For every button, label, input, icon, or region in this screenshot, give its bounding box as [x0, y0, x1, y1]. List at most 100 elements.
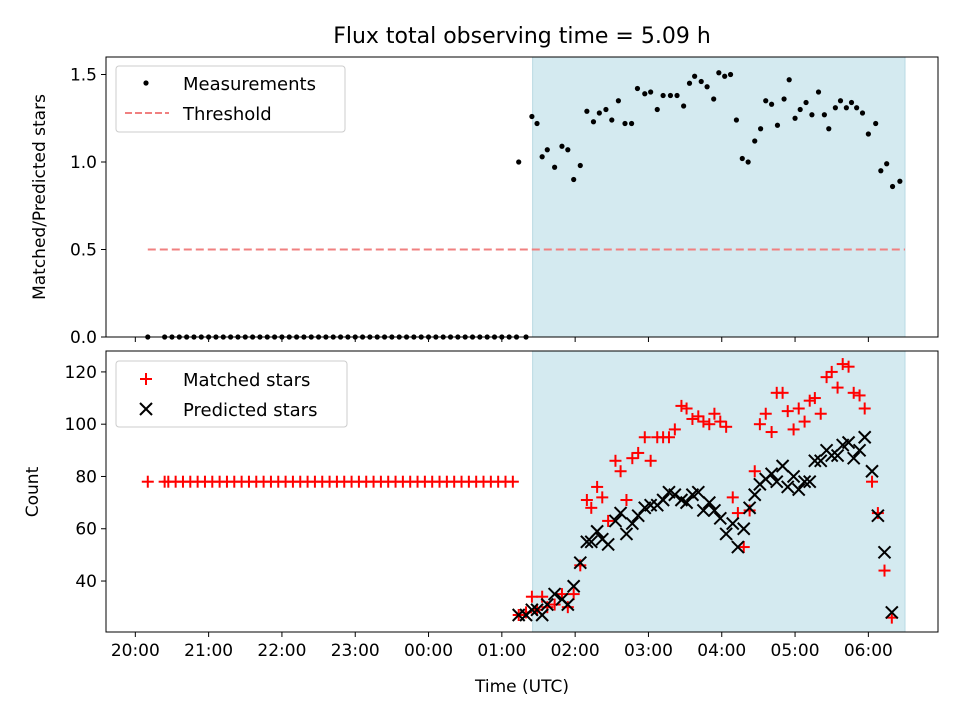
predicted-star-point: [573, 556, 587, 570]
measurement-point: [654, 106, 660, 113]
matched-star-point: [680, 402, 693, 415]
matched-star-point: [686, 412, 699, 425]
x-tick-label: 01:00: [477, 641, 526, 661]
legend-label-measurements: Measurements: [183, 74, 316, 95]
matched-star-point: [714, 415, 727, 428]
matched-star-point: [847, 386, 860, 399]
plot-frame-bottom: [105, 350, 939, 633]
measurement-point: [821, 112, 827, 118]
measurement-point: [826, 126, 832, 132]
matched-star-point: [692, 410, 705, 423]
x-tick-label: 21:00: [184, 641, 233, 661]
matched-star-point: [737, 541, 750, 554]
measurement-point: [634, 85, 641, 92]
predicted-star-point: [830, 448, 845, 463]
measurement-point: [681, 103, 687, 109]
predicted-star-point: [707, 503, 722, 518]
y-tick-label: 0.0: [70, 328, 97, 348]
y-tick-label: 100: [65, 415, 97, 435]
predicted-star-point: [770, 474, 784, 489]
predicted-star-point: [566, 579, 581, 593]
predicted-star-point: [803, 474, 817, 489]
matched-star-point: [626, 452, 639, 465]
measurement-point: [859, 110, 866, 116]
x-tick-label: 06:00: [844, 641, 893, 661]
measurement-point: [848, 99, 855, 106]
measurement-point: [559, 143, 565, 149]
matched-star-point: [525, 590, 538, 603]
predicted-star-point: [781, 480, 795, 494]
y-axis-label-bottom: Count: [23, 466, 43, 517]
predicted-star-point: [540, 597, 554, 612]
measurement-point: [534, 120, 540, 127]
x-tick-label: 05:00: [771, 641, 820, 661]
matched-star-point: [765, 426, 778, 439]
matched-star-point: [548, 598, 561, 611]
legend-label-threshold: Threshold: [182, 104, 272, 125]
legend-label-matched: Matched stars: [183, 370, 310, 391]
predicted-star-point: [719, 527, 733, 541]
predicted-star-point: [737, 522, 751, 536]
measurement-point: [733, 117, 740, 123]
measurement-point: [758, 126, 764, 132]
predicted-star-point: [825, 448, 839, 463]
matched-star-point: [614, 465, 627, 478]
predicted-star-point: [580, 535, 594, 549]
legend-marker-measurements: [143, 80, 149, 86]
predicted-star-point: [775, 459, 790, 473]
measurement-point: [686, 80, 693, 86]
measurement-point: [781, 96, 787, 102]
predicted-star-point: [786, 469, 801, 484]
predicted-star-point: [841, 435, 856, 450]
predicted-star-point: [696, 503, 711, 518]
measurement-point: [769, 101, 775, 107]
measurement-point: [711, 96, 717, 102]
matched-star-point: [596, 491, 609, 504]
measurement-point: [615, 98, 621, 104]
measurement-point: [797, 106, 803, 113]
matched-star-point: [668, 423, 681, 436]
x-axis-label: Time (UTC): [474, 677, 569, 697]
predicted-star-point: [846, 451, 861, 465]
matched-star-point: [753, 418, 766, 431]
matched-star-point: [697, 415, 710, 428]
matched-star-point: [866, 475, 879, 488]
y-tick-label: 40: [75, 572, 97, 592]
measurement-point: [544, 147, 550, 153]
predicted-star-point: [525, 603, 539, 617]
measurement-point: [763, 98, 769, 104]
matched-star-point: [748, 465, 761, 478]
y-tick-label: 0.5: [70, 241, 97, 261]
x-tick-label: 00:00: [404, 641, 453, 661]
predicted-star-point: [808, 454, 822, 468]
matched-star-point: [720, 420, 733, 433]
legend-label-predicted: Predicted stars: [183, 400, 317, 421]
matched-star-point: [853, 389, 866, 402]
x-tick-label: 02:00: [551, 641, 600, 661]
measurement-point: [628, 120, 635, 127]
measurement-point: [667, 92, 674, 99]
measurement-point: [609, 117, 615, 123]
measurement-point: [539, 154, 545, 160]
measurement-point: [552, 164, 558, 170]
y-tick-label: 1.0: [70, 153, 97, 173]
matched-star-point: [644, 454, 657, 467]
predicted-star-point: [702, 495, 716, 510]
matched-star-point: [703, 418, 716, 431]
measurement-point: [622, 120, 628, 127]
predicted-star-point: [726, 516, 740, 531]
matched-star-point: [620, 493, 633, 506]
predicted-star-point: [691, 485, 706, 499]
x-tick-label: 03:00: [624, 641, 673, 661]
predicted-star-point: [871, 508, 885, 523]
predicted-star-point: [792, 482, 806, 497]
legend-top: Measurements Threshold: [115, 65, 346, 133]
predicted-star-point: [748, 488, 762, 502]
measurement-point: [843, 105, 849, 111]
matched-star-point: [878, 564, 891, 577]
matched-star-point: [585, 501, 598, 514]
predicted-star-point: [857, 430, 872, 444]
matched-star-point: [759, 407, 772, 420]
matched-star-point: [726, 491, 739, 504]
